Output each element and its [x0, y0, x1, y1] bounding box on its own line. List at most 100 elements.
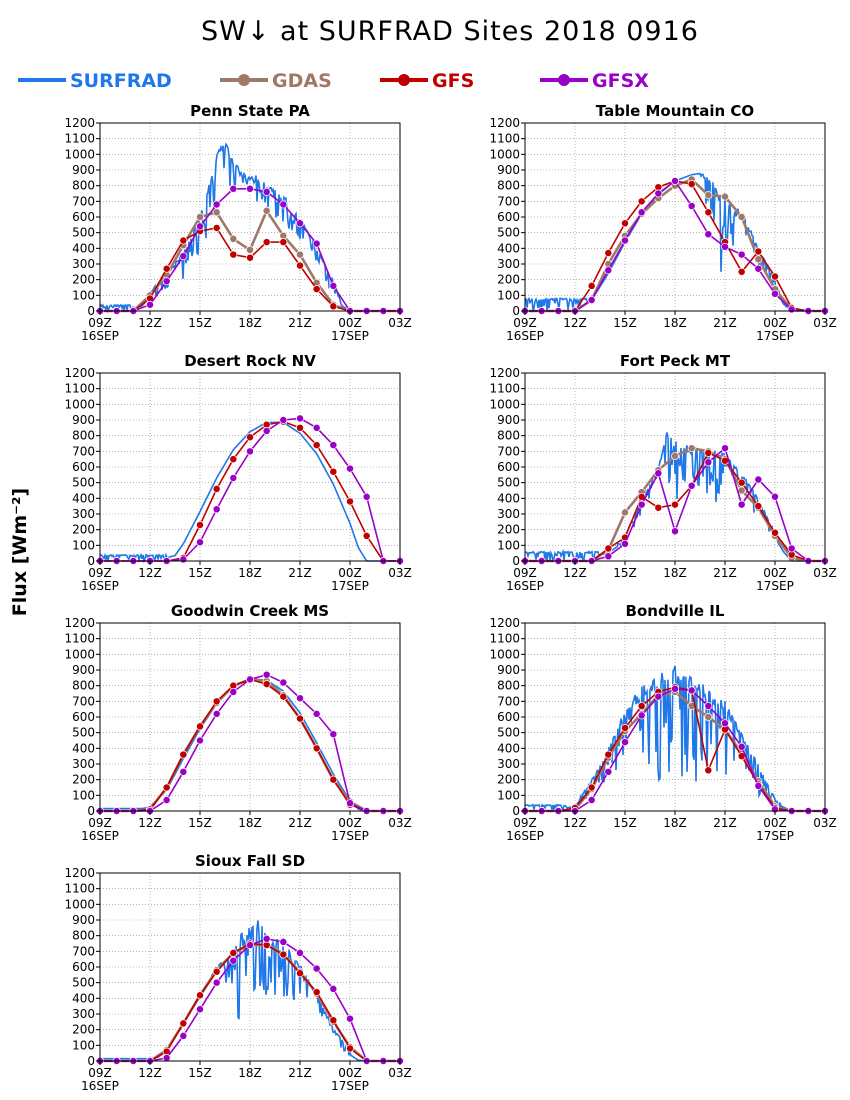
point-gfsx — [637, 500, 646, 509]
y-tick-label: 700 — [497, 444, 520, 458]
point-gfsx — [754, 475, 763, 484]
y-tick-label: 300 — [72, 757, 95, 771]
legend-label: SURFRAD — [70, 70, 172, 92]
point-gfs — [737, 267, 746, 276]
y-tick-label: 100 — [72, 1038, 95, 1052]
y-tick-label: 800 — [72, 929, 95, 943]
point-gdas — [721, 192, 729, 201]
x-tick-label: 15Z — [188, 1066, 212, 1080]
y-tick-label: 1100 — [64, 632, 95, 646]
y-tick-label: 0 — [512, 304, 520, 318]
legend-marker — [398, 74, 410, 86]
point-gfsx — [687, 481, 696, 490]
legend-entry-gfs: GFS — [380, 70, 474, 92]
x-tick-label: 12Z — [563, 816, 587, 830]
y-tick-label: 100 — [72, 288, 95, 302]
legend-entry-surfrad: SURFRAD — [18, 70, 172, 92]
point-gfs — [329, 775, 338, 784]
point-gfs — [246, 253, 254, 262]
gridlines — [525, 123, 825, 311]
y-tick-label: 400 — [72, 241, 95, 255]
y-tick-label: 400 — [497, 741, 520, 755]
x-tick-label: 03Z — [813, 316, 837, 330]
point-gfsx — [229, 687, 238, 696]
point-gfsx — [346, 1014, 354, 1023]
point-gfs — [162, 264, 171, 273]
point-gfs — [229, 250, 238, 259]
point-gfsx — [329, 441, 338, 450]
point-gfs — [754, 502, 763, 511]
point-gfsx — [296, 219, 304, 228]
y-tick-label: 1000 — [64, 647, 95, 661]
point-gfsx — [604, 552, 613, 561]
y-tick-label: 300 — [497, 757, 520, 771]
panel-title: Goodwin Creek MS — [171, 602, 329, 620]
y-axis-label: Flux [Wm⁻²] — [9, 488, 31, 616]
x-tick-label: 03Z — [388, 316, 412, 330]
y-tick-label: 200 — [497, 773, 520, 787]
point-gfsx — [146, 300, 154, 309]
y-tick-label: 600 — [497, 460, 520, 474]
point-gfsx — [721, 444, 729, 453]
point-gfsx — [329, 730, 338, 739]
point-gfs — [604, 544, 613, 553]
point-gfs — [262, 238, 271, 247]
y-tick-label: 1100 — [489, 632, 520, 646]
point-gfs — [229, 455, 238, 464]
point-gfsx — [687, 202, 696, 210]
point-gfs — [771, 272, 779, 281]
y-tick-label: 1200 — [64, 866, 95, 880]
x-tick-label: 21Z — [713, 816, 737, 830]
y-tick-label: 200 — [72, 273, 95, 287]
point-gfsx — [229, 474, 238, 482]
point-gfsx — [654, 469, 663, 478]
point-gfsx — [787, 544, 796, 553]
point-gdas — [754, 255, 763, 264]
y-tick-label: 600 — [497, 710, 520, 724]
x-tick-label: 18Z — [238, 816, 262, 830]
point-gdas — [229, 234, 238, 243]
y-tick-label: 700 — [72, 194, 95, 208]
y-tick-label: 1000 — [64, 897, 95, 911]
y-tick-label: 900 — [72, 413, 95, 427]
point-gfsx — [179, 1031, 188, 1040]
point-gfs — [179, 1019, 188, 1028]
x-tick-label: 00Z — [338, 566, 362, 580]
y-tick-label: 1000 — [64, 397, 95, 411]
y-tick-label: 100 — [72, 788, 95, 802]
series-line-gdas — [100, 943, 400, 1063]
chart-title: SW↓ at SURFRAD Sites 2018 0916 — [201, 16, 699, 47]
point-gdas — [737, 213, 746, 221]
y-tick-label: 1100 — [489, 132, 520, 146]
point-gfs — [296, 714, 304, 723]
y-tick-label: 0 — [87, 804, 95, 818]
y-tick-label: 1100 — [64, 382, 95, 396]
point-gfsx — [312, 964, 321, 973]
point-gfsx — [621, 539, 629, 548]
panel-title: Penn State PA — [190, 102, 310, 120]
point-gfsx — [212, 505, 221, 514]
y-tick-label: 800 — [497, 429, 520, 443]
y-tick-label: 300 — [497, 257, 520, 271]
point-gdas — [704, 191, 713, 200]
x-tick-label: 09Z — [88, 1066, 112, 1080]
x-tick-label: 18Z — [663, 566, 687, 580]
point-gfs — [654, 503, 663, 512]
point-gfsx — [621, 236, 629, 245]
y-tick-label: 500 — [72, 976, 95, 990]
x-tick-label: 21Z — [288, 1066, 312, 1080]
x-tick-label: 09Z — [513, 316, 537, 330]
point-gfsx — [329, 281, 338, 290]
x-tick-label: 15Z — [188, 316, 212, 330]
point-gdas — [246, 245, 254, 254]
y-tick-label: 700 — [72, 694, 95, 708]
x-tick-label: 12Z — [563, 316, 587, 330]
gridlines — [525, 373, 825, 561]
point-gfs — [329, 302, 338, 311]
point-gfs — [587, 281, 596, 290]
point-gfsx — [604, 767, 613, 776]
point-gfsx — [246, 675, 254, 684]
y-tick-label: 600 — [72, 460, 95, 474]
x-tick-label: 18Z — [238, 316, 262, 330]
